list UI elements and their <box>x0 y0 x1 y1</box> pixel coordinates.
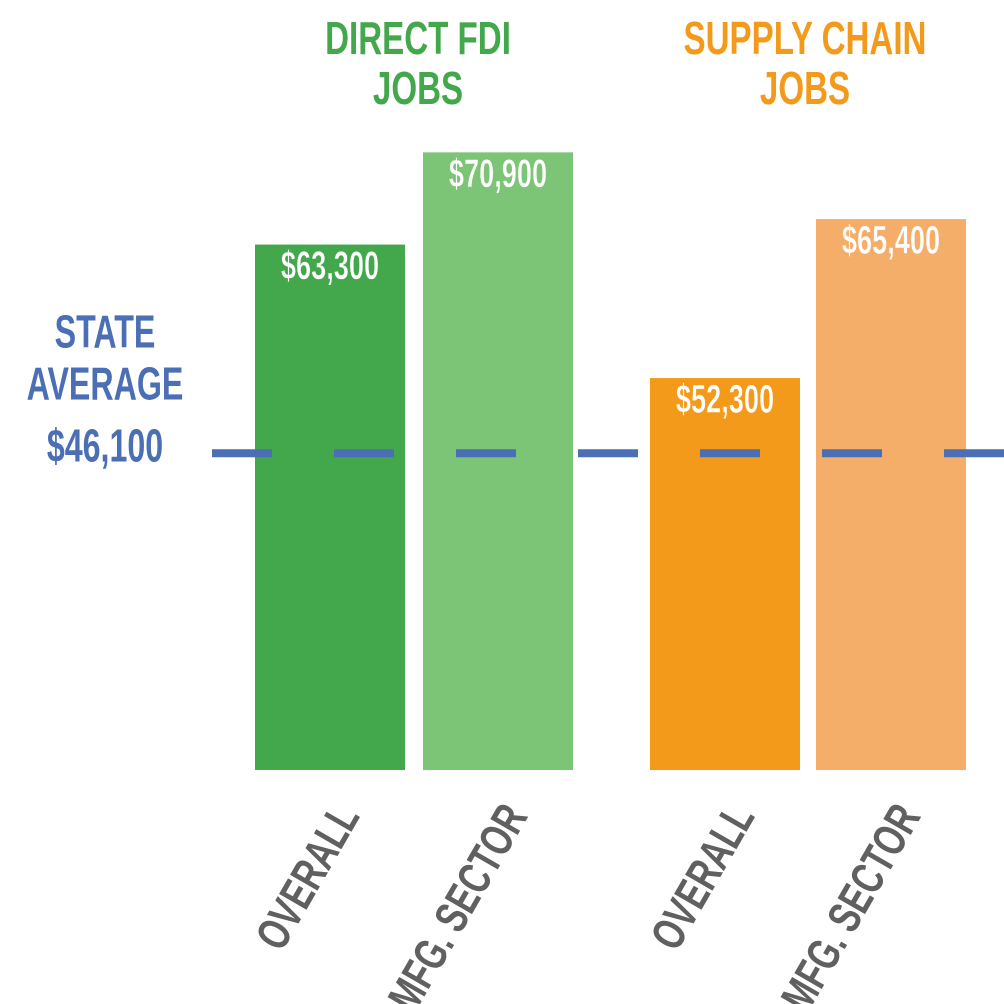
group-title: JOBS <box>373 64 463 114</box>
x-tick-label: OVERALL <box>642 796 765 958</box>
reference-label: STATE <box>55 307 156 358</box>
reference-value: $46,100 <box>47 421 163 472</box>
value-label: $52,300 <box>676 378 774 422</box>
reference-label: AVERAGE <box>27 359 184 410</box>
group-title: JOBS <box>760 64 850 114</box>
value-label: $70,900 <box>449 152 547 196</box>
bar <box>255 244 405 770</box>
bar <box>650 378 800 770</box>
group-title: DIRECT FDI <box>325 14 511 64</box>
x-tick-label: MFG. SECTOR <box>772 796 930 1004</box>
value-label: $63,300 <box>281 244 379 288</box>
value-label: $65,400 <box>842 219 940 263</box>
x-tick-label: MFG. SECTOR <box>379 796 537 1004</box>
bar <box>423 152 573 770</box>
group-title: SUPPLY CHAIN <box>684 14 927 64</box>
x-tick-label: OVERALL <box>247 796 370 958</box>
bar <box>816 219 966 771</box>
